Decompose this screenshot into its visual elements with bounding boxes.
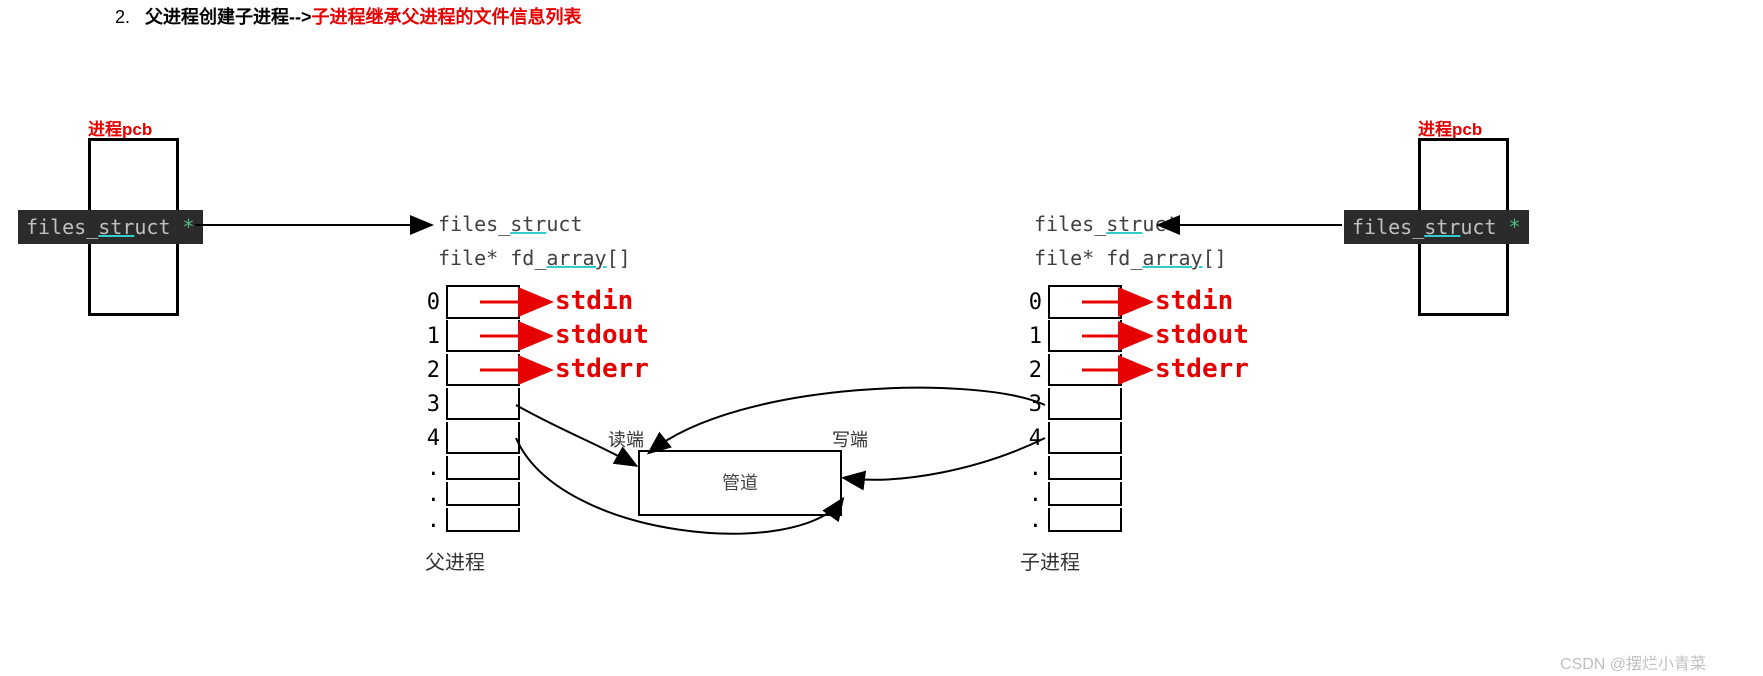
arrows-svg bbox=[0, 0, 1763, 676]
